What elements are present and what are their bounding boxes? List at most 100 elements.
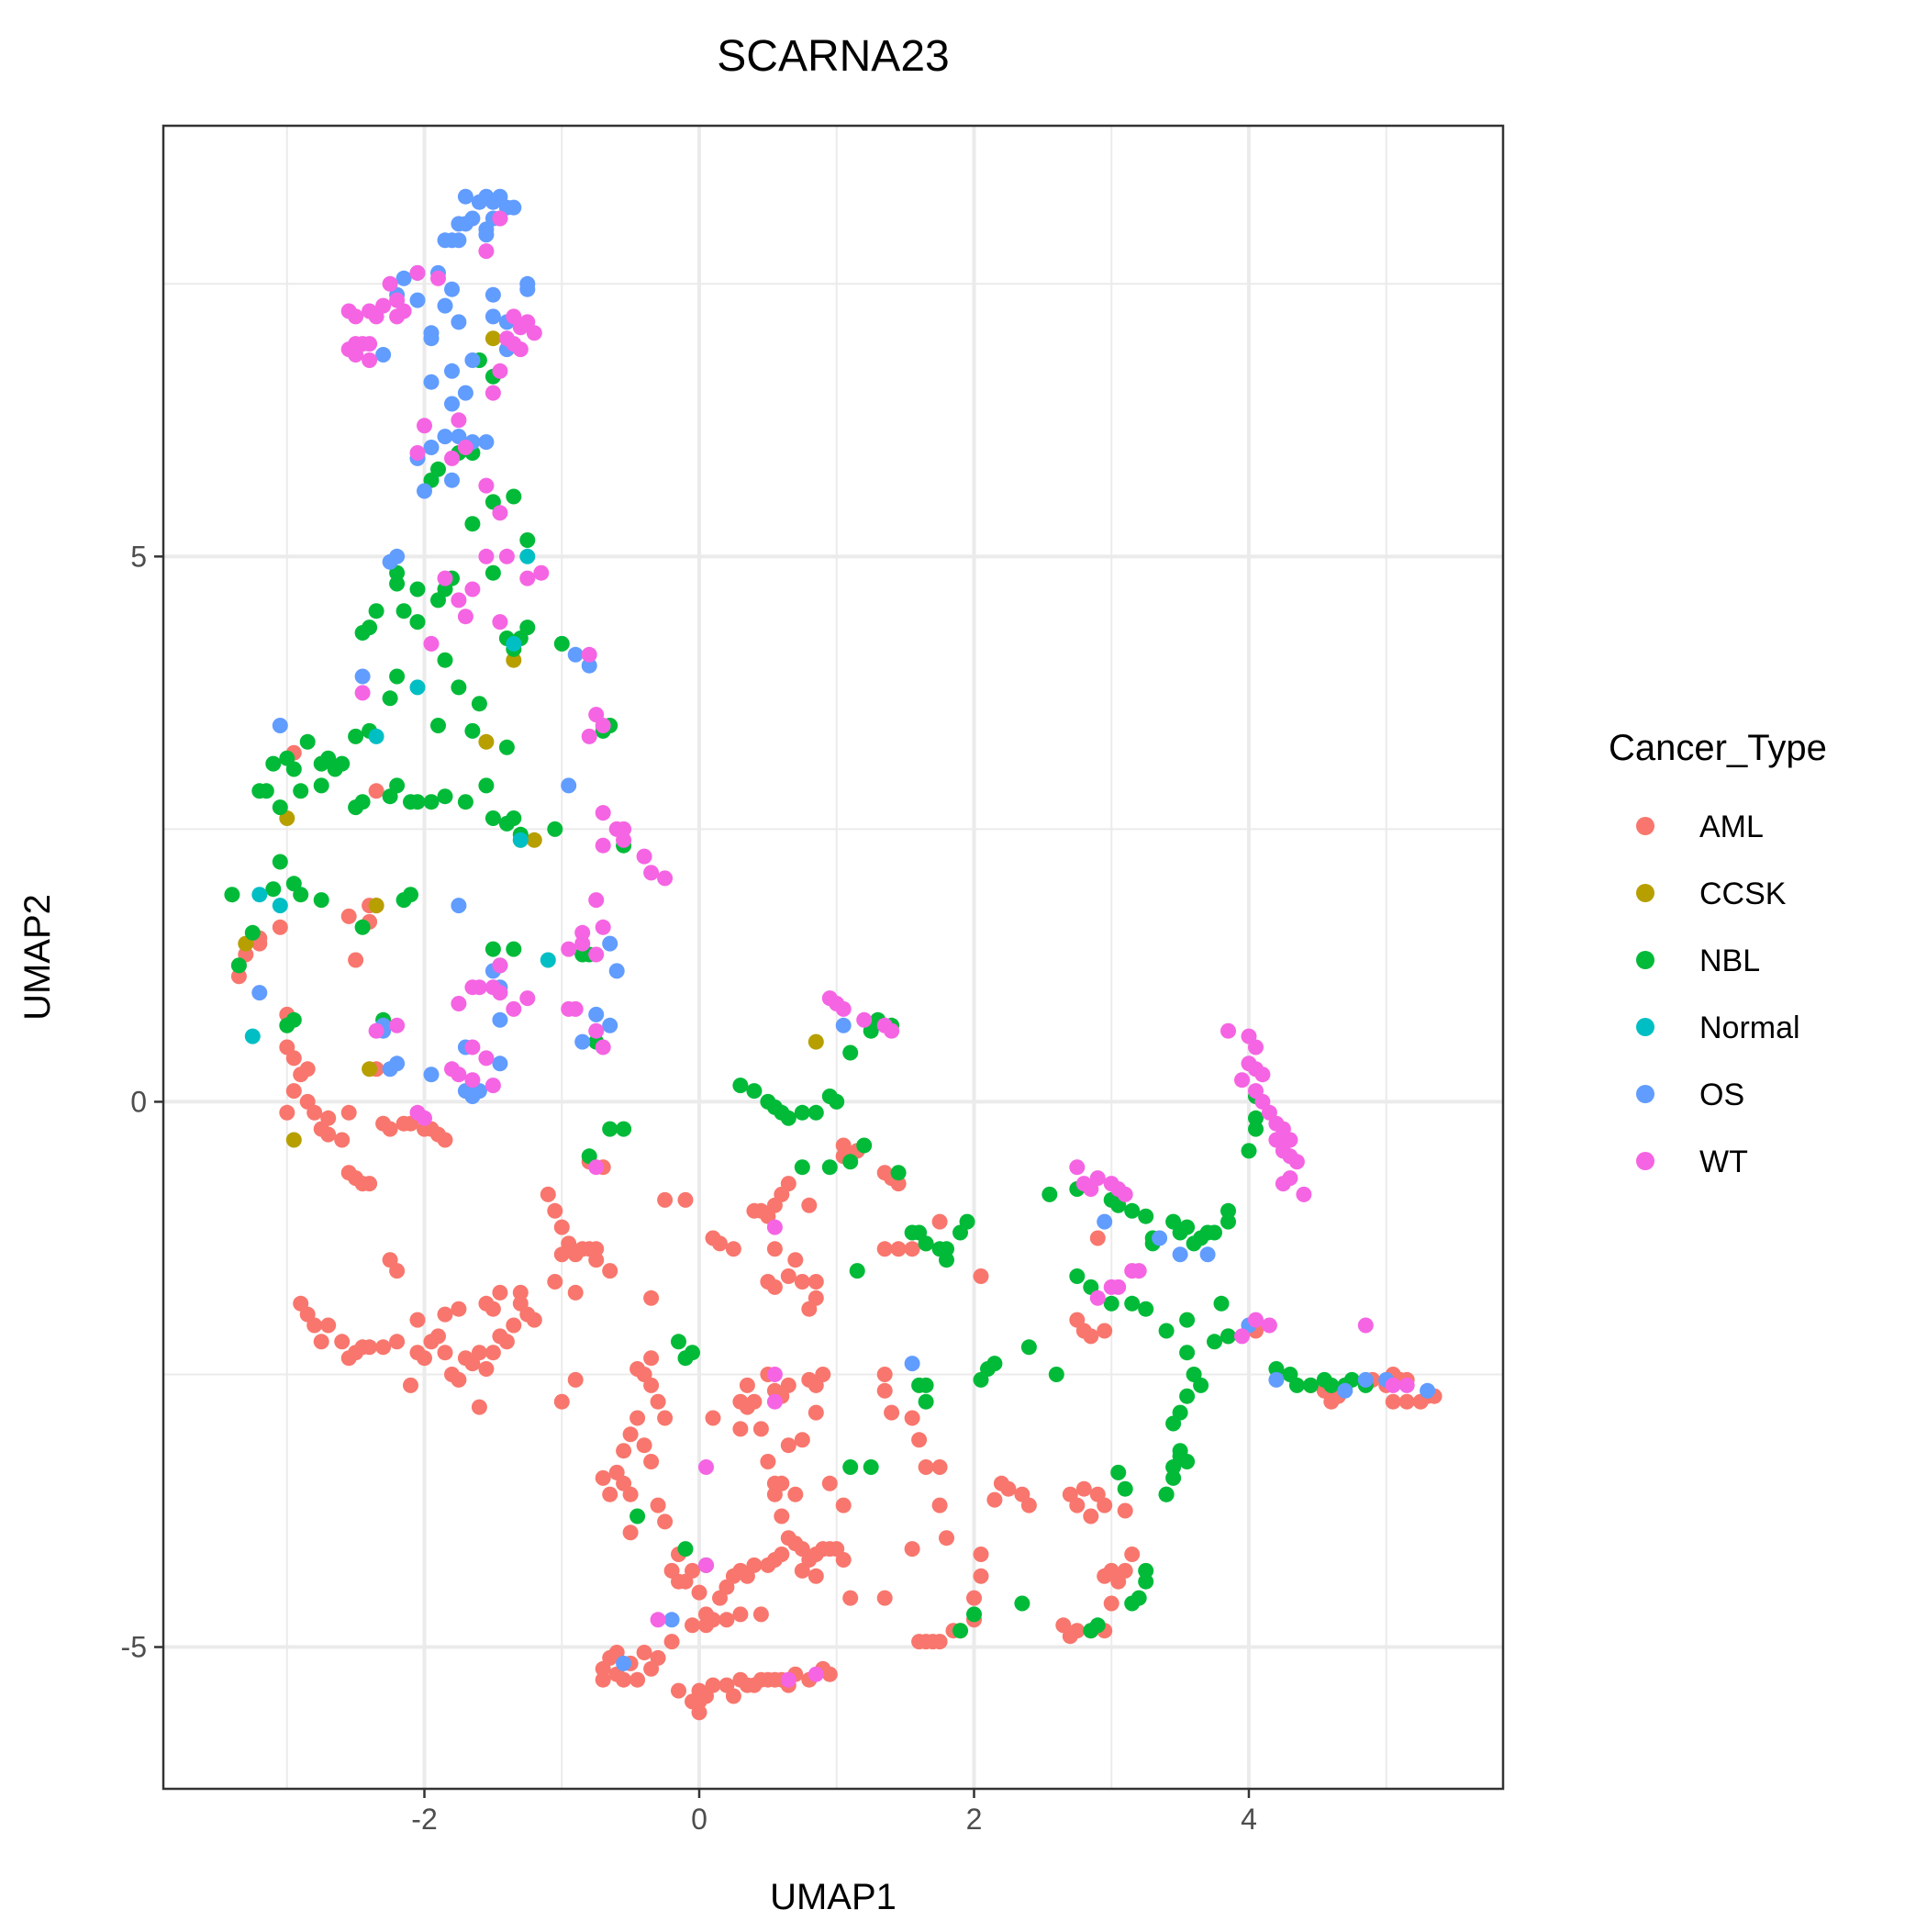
point-os [485,308,501,325]
point-os [444,396,460,412]
point-nbl [1158,1323,1175,1339]
point-aml [595,1671,611,1688]
point-aml [313,1334,329,1350]
point-aml [1089,1230,1106,1246]
point-aml [760,1454,776,1469]
point-wt [1069,1159,1086,1176]
point-os [588,1006,605,1022]
point-aml [657,1410,674,1426]
point-aml [752,1671,769,1688]
point-aml [821,1666,838,1682]
point-nbl [389,575,406,592]
point-wt [766,1367,783,1382]
point-aml [279,1104,295,1121]
legend: Cancer_Type AML CCSK NBL Normal OS WT [1609,728,1827,1179]
point-wt [478,1050,495,1067]
point-aml [299,1061,316,1078]
point-wt [444,450,460,466]
point-nbl [224,887,240,903]
point-wt [574,924,591,941]
point-aml [306,1317,323,1334]
point-aml [774,1547,790,1562]
point-os [437,297,453,314]
point-aml [389,1334,406,1350]
point-wt [423,635,440,652]
point-nbl [966,1606,982,1623]
point-nbl [1220,1328,1236,1345]
point-nbl [230,957,247,974]
point-nbl [437,581,453,597]
legend-label-os: OS [1699,1078,1744,1112]
point-aml [685,1562,700,1579]
point-nbl [829,1093,845,1110]
point-os [1337,1382,1353,1399]
point-aml [725,1241,741,1257]
point-aml [526,1312,542,1328]
point-nbl [918,1235,934,1252]
point-nbl [863,1459,879,1475]
point-os [451,216,467,232]
point-nbl [1179,1312,1196,1328]
point-os [602,1017,618,1033]
legend-items: AML CCSK NBL Normal OS WT [1636,810,1800,1179]
point-aml [815,1367,831,1382]
point-wt [636,848,652,865]
point-wt [492,210,508,227]
point-aml [602,1486,618,1502]
point-aml [766,1475,783,1491]
point-nbl [959,1213,975,1230]
point-aml [939,1530,954,1547]
point-aml [622,1426,639,1443]
point-nbl [918,1393,934,1410]
point-aml [973,1568,989,1584]
point-os [492,1055,508,1072]
point-nbl [732,1078,749,1094]
point-nbl [299,733,316,750]
point-wt [856,1011,873,1028]
point-nbl [1248,1121,1264,1137]
point-wt [1089,1290,1106,1306]
point-normal [512,832,529,848]
point-aml [794,1432,810,1448]
y-tick-label: 5 [130,540,147,573]
point-aml [471,1399,487,1415]
point-aml [911,1432,928,1448]
axis-ticks: -2 0 2 4 -5 0 5 [121,540,1257,1836]
point-aml [616,1671,632,1688]
point-wt [498,330,515,347]
point-aml [547,1274,563,1290]
point-aml [705,1677,721,1693]
point-nbl [354,794,371,810]
point-aml [746,1557,763,1573]
point-os [423,325,440,341]
point-aml [285,1083,302,1100]
point-nbl [1158,1486,1175,1502]
point-aml [595,1469,611,1486]
point-aml [437,1306,453,1323]
point-nbl [1110,1464,1127,1480]
point-aml [931,1497,948,1513]
point-os [423,1067,440,1083]
point-nbl [939,1241,954,1257]
x-tick-label: 2 [966,1803,983,1836]
point-os [581,657,597,674]
point-wt [340,303,357,319]
point-aml [794,1274,810,1290]
point-aml [382,1252,398,1268]
point-aml [787,1486,804,1502]
point-os [1172,1246,1188,1263]
point-wt [485,1078,501,1094]
point-nbl [1041,1186,1058,1202]
point-aml [643,1350,660,1367]
point-aml [986,1491,1003,1508]
point-nbl [244,924,261,941]
point-aml [780,1437,796,1454]
point-aml [663,1634,680,1650]
point-nbl [362,620,378,636]
point-wt [650,1612,666,1628]
point-wt [1089,1170,1106,1187]
point-aml [553,1393,570,1410]
point-wt [595,837,611,854]
point-nbl [1241,1143,1257,1159]
